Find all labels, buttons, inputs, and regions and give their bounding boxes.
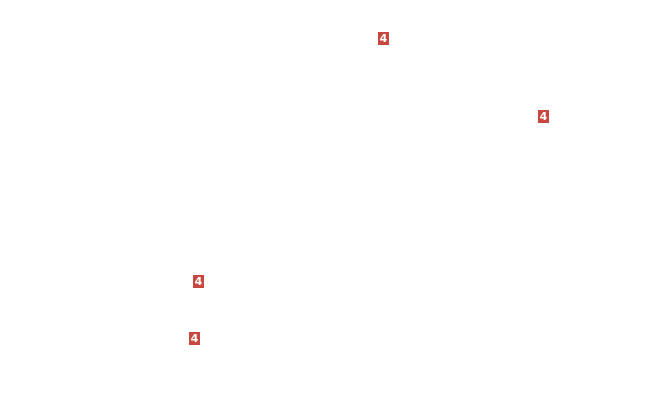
som-mark-badge[interactable]: 4 [378, 32, 389, 45]
som-mark-badge[interactable]: 4 [193, 275, 204, 288]
som-mark-badge[interactable]: 4 [538, 110, 549, 123]
som-mark-badge[interactable]: 4 [189, 332, 200, 345]
